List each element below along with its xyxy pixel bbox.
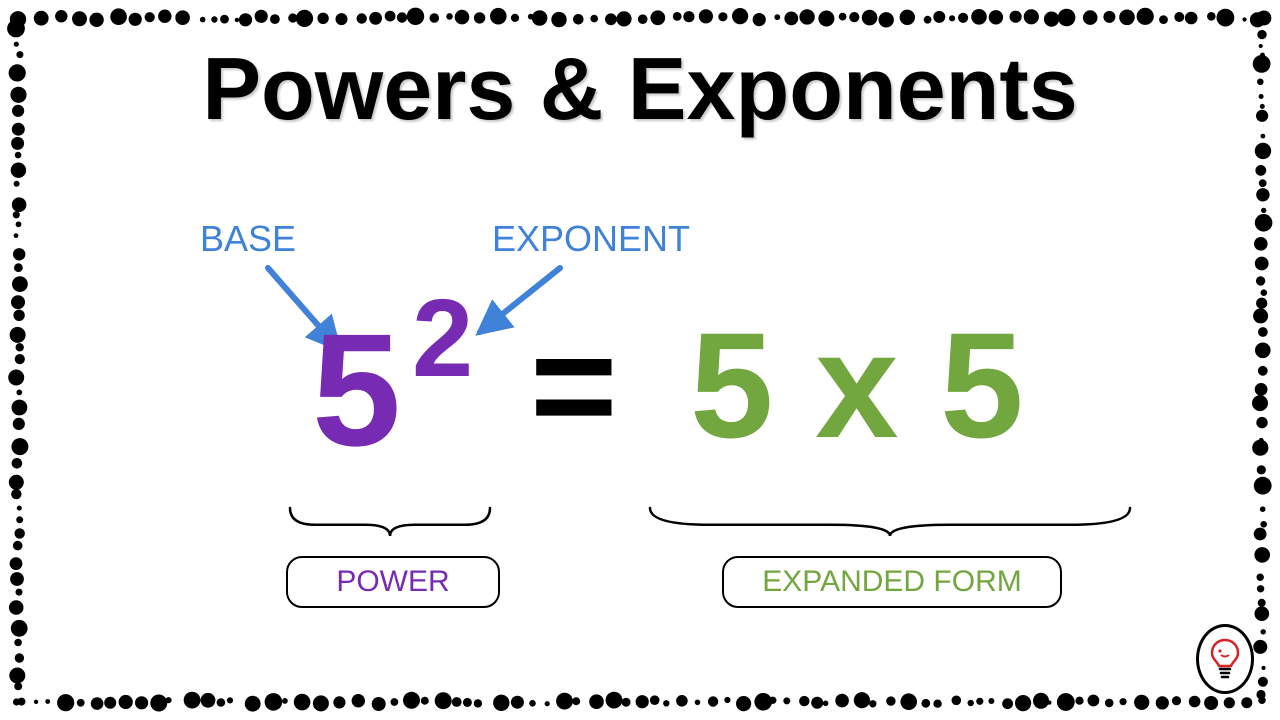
pill-power: POWER	[286, 556, 500, 608]
lightbulb-head-icon	[1208, 637, 1242, 681]
infographic-stage: Powers & Exponents BASE EXPONENT 5 2 = 5…	[0, 0, 1280, 720]
pill-expanded-form: EXPANDED FORM	[722, 556, 1062, 608]
curly-braces	[0, 0, 1280, 720]
brand-logo	[1196, 624, 1254, 694]
pill-power-text: POWER	[336, 565, 449, 599]
pill-expanded-text: EXPANDED FORM	[762, 565, 1021, 599]
